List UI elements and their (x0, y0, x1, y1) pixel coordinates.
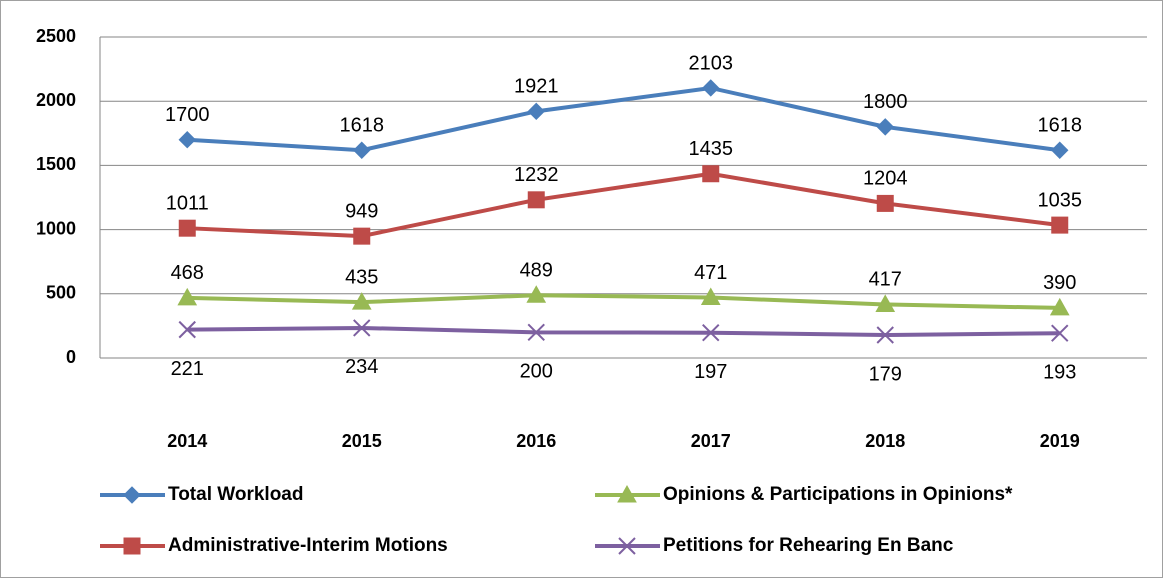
series-line (187, 85, 1061, 153)
y-tick-label: 0 (66, 347, 76, 367)
point-marker (875, 294, 896, 312)
data-label: 1435 (689, 138, 734, 160)
data-label: 234 (345, 356, 378, 378)
legend-label: Total Workload (168, 484, 303, 505)
series-line (187, 171, 1060, 239)
data-label: 489 (520, 259, 553, 281)
point-marker (1051, 141, 1069, 159)
point-marker (1049, 297, 1070, 316)
data-label: 197 (694, 361, 727, 383)
y-tick-label: 2000 (36, 90, 76, 110)
data-label: 390 (1043, 272, 1076, 294)
data-label: 468 (171, 262, 204, 284)
data-label: 1800 (863, 91, 908, 113)
data-label: 1232 (514, 164, 559, 186)
point-marker (353, 141, 371, 159)
x-tick-label: 2014 (167, 431, 207, 451)
data-label: 179 (869, 363, 902, 385)
point-marker (876, 326, 894, 344)
point-marker (527, 102, 545, 121)
legend-label: Opinions & Participations in Opinions* (663, 484, 1013, 505)
point-marker (351, 292, 372, 310)
point-marker (1051, 216, 1069, 234)
series-line (187, 325, 1060, 338)
y-tick-label: 2500 (36, 26, 76, 46)
point-marker (178, 320, 196, 339)
legend-marker (123, 537, 141, 555)
point-marker (700, 287, 721, 306)
data-label: 200 (520, 361, 553, 383)
data-label: 1618 (340, 115, 385, 137)
data-label: 1921 (514, 76, 559, 98)
point-marker (702, 323, 720, 342)
data-label: 1204 (863, 168, 908, 190)
data-label: 193 (1043, 362, 1076, 384)
data-label: 1618 (1038, 115, 1083, 137)
point-marker (702, 79, 720, 97)
point-marker (702, 165, 720, 183)
y-tick-label: 500 (46, 283, 76, 303)
x-tick-label: 2016 (516, 431, 556, 451)
point-marker (527, 323, 545, 342)
point-marker (527, 191, 545, 209)
data-label: 221 (171, 358, 204, 380)
legend-marker (618, 537, 636, 555)
series-line (187, 293, 1060, 310)
point-marker (177, 287, 198, 306)
data-label: 1700 (165, 104, 210, 126)
legend-marker (617, 484, 637, 503)
data-label: 1035 (1038, 189, 1083, 211)
point-marker (876, 118, 894, 136)
x-tick-label: 2017 (691, 431, 731, 451)
point-marker (353, 227, 371, 245)
data-label: 435 (345, 266, 378, 288)
legend-label: Petitions for Rehearing En Banc (663, 535, 954, 556)
legend-marker (123, 486, 141, 504)
data-label: 949 (345, 200, 378, 222)
x-tick-label: 2018 (865, 431, 905, 451)
point-marker (178, 219, 196, 237)
data-label: 471 (694, 262, 727, 284)
data-label: 2103 (689, 52, 734, 74)
point-marker (526, 285, 547, 303)
point-marker (876, 194, 894, 212)
y-tick-label: 1000 (36, 218, 76, 238)
point-marker (178, 131, 196, 149)
x-tick-label: 2019 (1040, 431, 1080, 451)
point-marker (1051, 324, 1069, 342)
point-marker (353, 319, 371, 337)
x-tick-label: 2015 (342, 431, 382, 451)
data-label: 417 (869, 269, 902, 291)
legend-label: Administrative-Interim Motions (168, 535, 448, 556)
y-tick-label: 1500 (36, 154, 76, 174)
data-label: 1011 (166, 192, 209, 214)
